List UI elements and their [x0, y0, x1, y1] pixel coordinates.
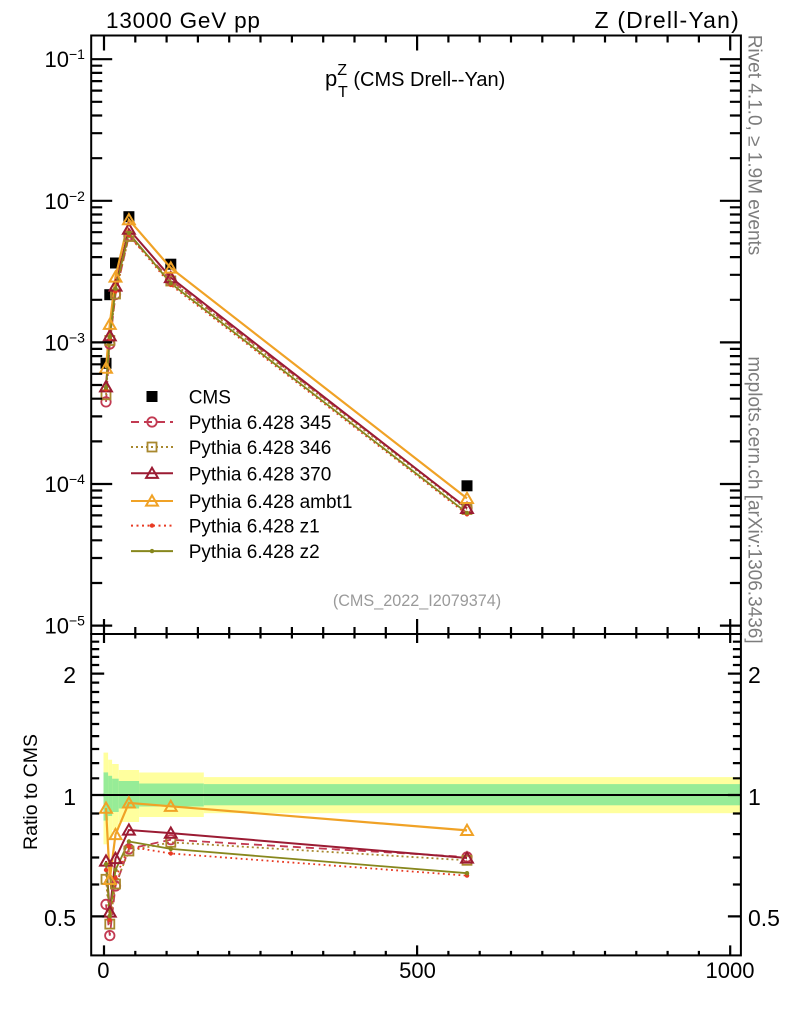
- svg-text:Pythia 6.428 z1: Pythia 6.428 z1: [189, 517, 320, 538]
- svg-text:1: 1: [63, 784, 76, 810]
- svg-text:0.5: 0.5: [748, 905, 780, 931]
- svg-text:Pythia 6.428 z2: Pythia 6.428 z2: [189, 542, 320, 563]
- svg-text:1: 1: [748, 784, 761, 810]
- svg-text:Pythia 6.428 346: Pythia 6.428 346: [189, 438, 332, 459]
- svg-text:0: 0: [97, 958, 109, 983]
- svg-text:0.5: 0.5: [44, 905, 76, 931]
- svg-text:Rivet 4.1.0, ≥ 1.9M events: Rivet 4.1.0, ≥ 1.9M events: [744, 35, 765, 256]
- svg-text:500: 500: [399, 958, 436, 983]
- svg-text:Pythia 6.428 370: Pythia 6.428 370: [189, 464, 332, 485]
- svg-text:Pythia 6.428 ambt1: Pythia 6.428 ambt1: [189, 492, 353, 513]
- svg-text:2: 2: [63, 662, 76, 688]
- svg-text:2: 2: [748, 662, 761, 688]
- svg-text:13000 GeV pp: 13000 GeV pp: [106, 8, 261, 33]
- svg-text:Z (Drell-Yan): Z (Drell-Yan): [594, 7, 740, 33]
- svg-text:Ratio to CMS: Ratio to CMS: [20, 734, 42, 850]
- svg-text:Pythia 6.428 345: Pythia 6.428 345: [189, 413, 332, 434]
- svg-text:CMS: CMS: [189, 388, 231, 409]
- svg-text:1000: 1000: [706, 958, 755, 983]
- svg-text:(CMS_2022_I2079374): (CMS_2022_I2079374): [333, 592, 501, 610]
- svg-text:mcplots.cern.ch [arXiv:1306.34: mcplots.cern.ch [arXiv:1306.3436]: [744, 356, 765, 643]
